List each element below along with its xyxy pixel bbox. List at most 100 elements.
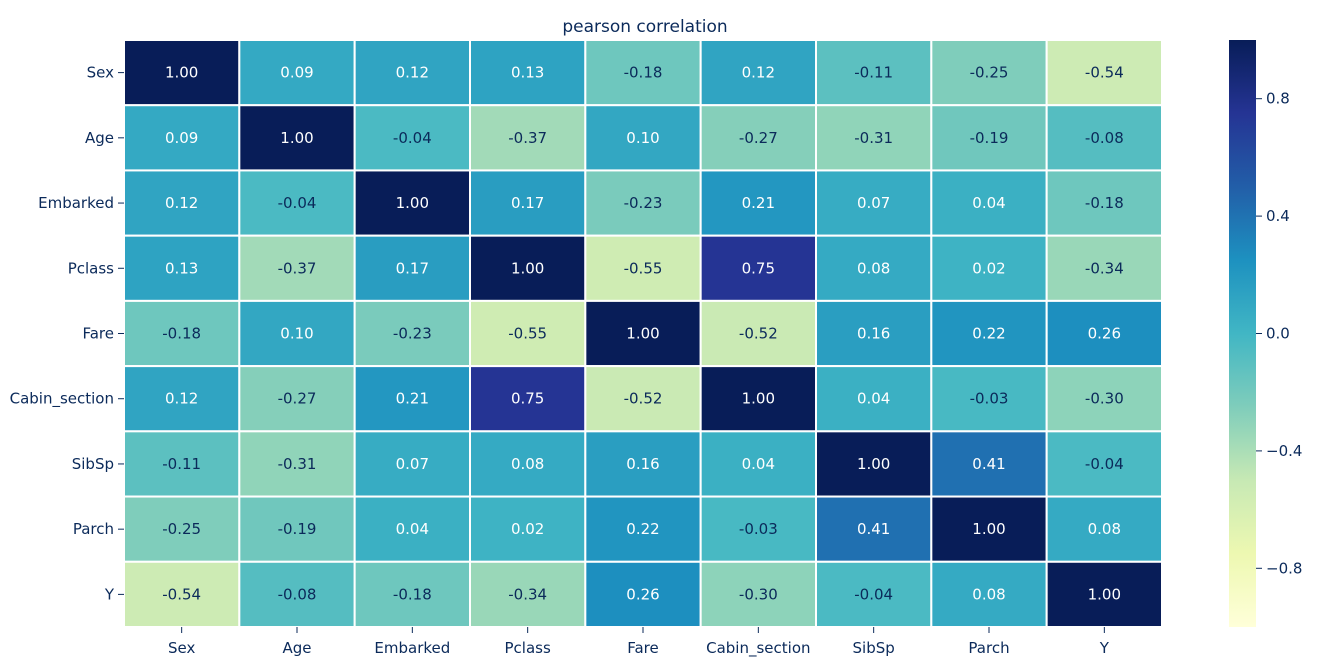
heatmap-cell [238, 234, 356, 302]
cell-value-label: 0.08 [511, 455, 544, 473]
cell-value-label: 0.16 [626, 455, 659, 473]
cell-value-label: 0.21 [742, 194, 775, 212]
cell-value-label: -0.30 [739, 585, 778, 603]
heatmap-cell [469, 299, 587, 368]
column-tick-label: Embarked [374, 639, 450, 657]
cell-value-label: 1.00 [742, 390, 775, 408]
heatmap-cell [353, 104, 471, 172]
cell-value-label: 0.13 [511, 64, 544, 82]
cell-value-label: -0.30 [1085, 390, 1124, 408]
colorbar-tick-label: 0.4 [1266, 207, 1290, 225]
heatmap-cell [584, 104, 702, 172]
column-tick-label: Y [1099, 639, 1110, 657]
colorbar-ticks: 0.8 0.4 0.0 −0.4 −0.8 [1256, 90, 1302, 577]
column-tick-label: Sex [168, 639, 195, 657]
row-tick-label: Sex [87, 64, 114, 82]
row-tick-label: Pclass [68, 259, 114, 277]
cell-value-label: -0.54 [1085, 64, 1124, 82]
cell-value-label: -0.52 [624, 390, 663, 408]
heatmap-cell [1045, 299, 1163, 368]
cell-value-label: -0.04 [393, 129, 432, 147]
cell-value-label: -0.31 [854, 129, 893, 147]
heatmap-cell [353, 365, 471, 433]
cell-value-label: 0.12 [165, 194, 198, 212]
heatmap-cell [699, 560, 818, 628]
row-tick-label: SibSp [72, 455, 114, 473]
heatmap-cell [815, 299, 933, 368]
cell-value-label: 1.00 [626, 325, 659, 343]
column-tick-labels: Sex Age Embarked Pclass Fare Cabin_section Sib… [168, 627, 1110, 658]
heatmap-cell [123, 234, 241, 302]
cell-value-label: 0.08 [1088, 520, 1121, 538]
cell-value-label: 1.00 [1088, 585, 1121, 603]
cell-value-label: -0.18 [624, 64, 663, 82]
column-tick-label: Pclass [505, 639, 551, 657]
heatmap-cell [1045, 495, 1163, 563]
heatmap-cell [584, 560, 702, 628]
cell-value-label: -0.55 [508, 325, 547, 343]
row-tick-label: Parch [73, 520, 114, 538]
cell-value-label: 0.13 [165, 259, 198, 277]
heatmap-cell [353, 560, 471, 628]
heatmap-cell [123, 104, 241, 172]
heatmap-cell [815, 430, 933, 498]
heatmap-cell [123, 299, 241, 368]
cell-value-label: -0.03 [739, 520, 778, 538]
heatmap-cell [469, 234, 587, 302]
cell-value-label: 1.00 [396, 194, 429, 212]
cell-value-label: 1.00 [511, 259, 544, 277]
heatmap-cell [699, 365, 818, 433]
cell-value-label: 0.04 [972, 194, 1005, 212]
cell-value-label: -0.04 [1085, 455, 1124, 473]
heatmap-cell [930, 365, 1048, 433]
cell-value-label: 0.17 [396, 259, 429, 277]
cell-value-label: 0.26 [626, 585, 659, 603]
heatmap-cell [584, 430, 702, 498]
cell-value-label: -0.08 [278, 585, 317, 603]
colorbar-tick-label: 0.0 [1266, 325, 1290, 343]
heatmap-cell [930, 39, 1048, 107]
cell-value-label: 0.17 [511, 194, 544, 212]
heatmap-cell [123, 169, 241, 237]
heatmap-cell [1045, 104, 1163, 172]
cell-value-label: 0.16 [857, 325, 890, 343]
cell-value-label: -0.23 [393, 325, 432, 343]
row-tick-label: Y [104, 585, 115, 603]
heatmap-cell [238, 430, 356, 498]
heatmap-cell [469, 365, 587, 433]
heatmap-cell [584, 365, 702, 433]
cell-value-label: 0.12 [165, 390, 198, 408]
cell-value-label: 1.00 [857, 455, 890, 473]
cell-value-label: -0.19 [278, 520, 317, 538]
cell-value-label: -0.04 [854, 585, 893, 603]
cell-value-label: -0.55 [624, 259, 663, 277]
heatmap-cell [584, 495, 702, 563]
heatmap-cells: 1.00 0.09 0.12 0.13 -0.18 0.12 -0.11 -0.25 -0.54… [123, 39, 1163, 628]
heatmap-cell [238, 365, 356, 433]
heatmap-cell [699, 39, 818, 107]
cell-value-label: 0.41 [972, 455, 1005, 473]
cell-value-label: -0.11 [162, 455, 201, 473]
cell-value-label: -0.11 [854, 64, 893, 82]
column-tick-label: Cabin_section [706, 639, 810, 658]
cell-value-label: -0.18 [393, 585, 432, 603]
cell-value-label: -0.19 [970, 129, 1009, 147]
colorbar-tick-label: −0.4 [1266, 442, 1302, 460]
heatmap-cell [584, 169, 702, 237]
heatmap-cell [815, 104, 933, 172]
heatmap-cell [1045, 169, 1163, 237]
cell-value-label: -0.27 [739, 129, 778, 147]
cell-value-label: 0.02 [972, 259, 1005, 277]
cell-value-label: -0.03 [970, 390, 1009, 408]
cell-value-label: 0.04 [742, 455, 775, 473]
heatmap-cell [815, 495, 933, 563]
column-tick-label: SibSp [853, 639, 895, 657]
cell-value-label: -0.34 [1085, 259, 1124, 277]
cell-value-label: 0.41 [857, 520, 890, 538]
heatmap-cell [123, 560, 241, 628]
cell-value-label: 1.00 [280, 129, 313, 147]
cell-value-label: 0.04 [396, 520, 429, 538]
colorbar-tick-label: −0.8 [1266, 559, 1302, 577]
heatmap-cell [930, 104, 1048, 172]
cell-value-label: 0.22 [972, 325, 1005, 343]
